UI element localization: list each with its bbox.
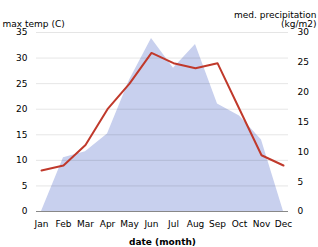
svg-text:May: May: [120, 219, 139, 229]
svg-text:Dec: Dec: [275, 219, 292, 229]
svg-text:Sep: Sep: [209, 219, 226, 229]
svg-text:Feb: Feb: [56, 219, 72, 229]
svg-text:Apr: Apr: [100, 219, 116, 229]
svg-text:Jun: Jun: [143, 219, 158, 229]
svg-text:20: 20: [298, 87, 310, 97]
svg-text:0: 0: [298, 206, 304, 216]
svg-text:10: 10: [298, 147, 310, 157]
svg-text:10: 10: [16, 155, 28, 165]
svg-text:25: 25: [298, 57, 309, 67]
svg-text:Jul: Jul: [167, 219, 179, 229]
svg-text:0: 0: [22, 206, 28, 216]
svg-text:25: 25: [16, 79, 27, 89]
svg-text:Oct: Oct: [232, 219, 248, 229]
svg-text:Aug: Aug: [187, 219, 205, 229]
svg-text:med. precipitation(kg/m2): med. precipitation(kg/m2): [234, 10, 316, 29]
svg-text:20: 20: [16, 104, 28, 114]
svg-text:5: 5: [298, 177, 304, 187]
svg-text:30: 30: [16, 53, 28, 63]
svg-text:30: 30: [298, 27, 310, 37]
svg-text:15: 15: [16, 130, 27, 140]
svg-text:max temp (C): max temp (C): [3, 19, 65, 29]
svg-text:15: 15: [298, 117, 309, 127]
svg-text:Jan: Jan: [34, 219, 49, 229]
svg-text:Nov: Nov: [253, 219, 271, 229]
svg-text:5: 5: [22, 181, 28, 191]
svg-text:date (month): date (month): [129, 237, 196, 247]
svg-text:Mar: Mar: [77, 219, 94, 229]
svg-text:35: 35: [16, 27, 27, 37]
